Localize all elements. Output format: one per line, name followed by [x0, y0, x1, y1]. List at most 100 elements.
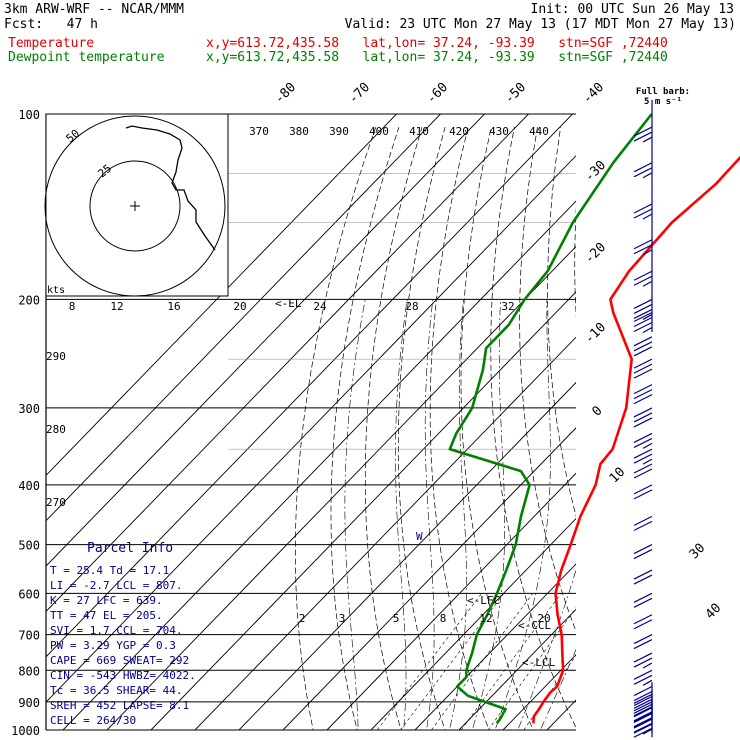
barb-flag	[633, 614, 653, 625]
model-title: 3km ARW-WRF -- NCAR/MMM	[4, 2, 185, 17]
pressure-label: 800	[18, 664, 40, 678]
barb-half	[642, 326, 653, 334]
wind-barb	[633, 695, 653, 728]
barb-flag	[633, 162, 653, 173]
isotherm	[591, 114, 740, 730]
barb-flag	[633, 712, 653, 723]
barb-flag	[633, 448, 653, 459]
mixing-ratio-label: 3	[339, 612, 346, 625]
location-temperature: x,y=613.72,435.58 lat,lon= 37.24, -93.39…	[206, 36, 668, 51]
ccl-label: <-CCL	[518, 619, 551, 632]
isotherm	[326, 472, 576, 730]
barb-flag	[633, 208, 653, 219]
barb-flag	[633, 701, 653, 712]
theta-label: 370	[249, 125, 269, 138]
isotherm	[46, 114, 485, 567]
barb-flag	[633, 244, 653, 255]
barb-flag	[633, 690, 653, 702]
isotherm-label: 40	[703, 601, 725, 623]
barb-flag	[633, 515, 653, 526]
barb-flag	[633, 417, 653, 428]
isotherm	[46, 114, 441, 522]
isotherm	[62, 200, 576, 730]
pressure-label: 1000	[11, 724, 40, 738]
barb-flag	[633, 711, 653, 722]
barb-half	[642, 722, 653, 729]
parcel-row: LI = -2.7 LCL = 807.	[50, 579, 182, 592]
hodograph-ring-outer	[44, 115, 226, 297]
barb-flag	[633, 321, 653, 333]
wind-barb	[633, 685, 653, 707]
wind-barb	[633, 463, 653, 479]
dry-adiabat	[722, 127, 740, 740]
isotherm-label: -80	[272, 80, 299, 107]
mixing-ratio-label: 12	[479, 612, 492, 625]
hodograph-axis-label: 32	[501, 300, 514, 313]
barb-half	[642, 213, 653, 220]
barb-flag	[633, 389, 653, 400]
barb-flag	[633, 717, 653, 728]
barb-flag	[633, 275, 653, 286]
profiles	[448, 113, 740, 724]
wind-barb	[633, 239, 653, 256]
isotherm	[414, 563, 576, 730]
theta-label: 380	[289, 125, 309, 138]
barb-flag	[633, 717, 653, 728]
isotherm	[194, 336, 576, 730]
barb-flag	[633, 619, 653, 630]
barb-flag	[633, 520, 653, 531]
barb-flag	[633, 698, 653, 709]
wind-barb	[633, 311, 653, 334]
barb-flag	[633, 311, 653, 323]
barb-half	[642, 249, 653, 256]
el-label: <-EL	[275, 297, 302, 310]
barb-flag	[633, 303, 653, 314]
dry-adiabat	[295, 126, 377, 730]
dry-adiabat	[601, 127, 740, 740]
wind-key-line1: Full barb:	[636, 87, 690, 97]
barb-flag	[633, 652, 653, 663]
isotherm	[106, 245, 576, 730]
wind-marker: W	[416, 530, 423, 543]
dry-adiabat	[397, 127, 446, 730]
barb-half	[642, 679, 653, 686]
barb-flag	[633, 674, 653, 685]
barb-flag	[633, 308, 653, 319]
theta-label: 430	[489, 125, 509, 138]
moist-adiabat	[344, 299, 366, 730]
barb-flag	[633, 669, 653, 680]
legend-dewpoint: Dewpoint temperature	[8, 50, 165, 65]
wind-barb	[633, 270, 653, 287]
lcl-label: <-LCL	[522, 656, 555, 669]
isotherm	[282, 427, 576, 730]
isotherm	[46, 114, 397, 477]
wind-barb	[633, 614, 653, 630]
wind-barb	[633, 669, 653, 686]
wind-barb	[633, 358, 653, 379]
barb-flag	[633, 407, 653, 418]
barb-flag	[633, 592, 653, 603]
wind-barb	[633, 515, 653, 531]
barb-flag	[633, 657, 653, 668]
wind-barb	[633, 634, 653, 650]
barb-flag	[633, 363, 653, 374]
moist-adiabat	[539, 648, 576, 730]
isotherm	[46, 114, 573, 658]
barb-half	[642, 458, 653, 465]
wind-barb	[633, 162, 653, 179]
barb-flag	[633, 346, 653, 357]
theta-label: 420	[449, 125, 469, 138]
isotherm-label: 0	[589, 403, 605, 419]
parcel-row: CAPE = 669 SWEAT= 292	[50, 654, 189, 667]
barb-flag	[633, 549, 653, 560]
dry-adiabat	[364, 127, 423, 730]
barb-flag	[633, 489, 653, 500]
parcel-row: CELL = 264/30	[50, 714, 136, 727]
wind-barb	[633, 592, 653, 608]
isotherm-label: 10	[607, 465, 629, 487]
wind-barb	[633, 336, 653, 357]
theta-label: 440	[529, 125, 549, 138]
mixing-ratio-label: 8	[440, 612, 447, 625]
